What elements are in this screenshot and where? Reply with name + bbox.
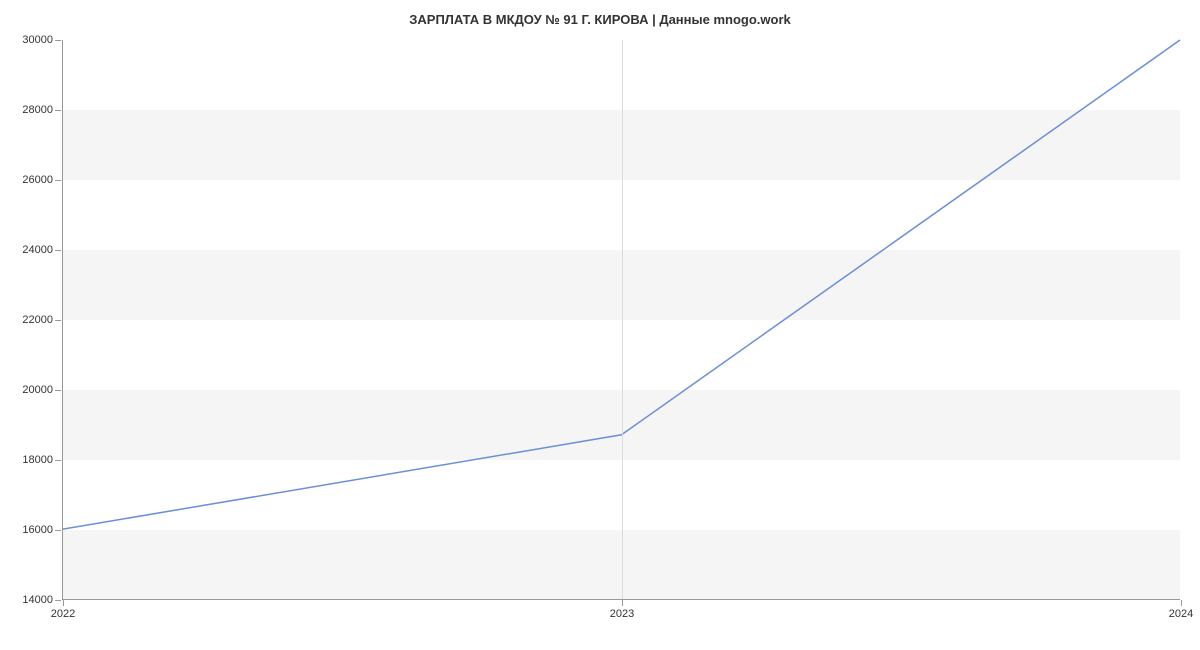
y-axis-label: 26000 <box>22 174 53 186</box>
x-axis-label: 2024 <box>1169 608 1193 620</box>
y-tick <box>55 600 61 601</box>
y-axis-label: 28000 <box>22 104 53 116</box>
y-axis-label: 20000 <box>22 384 53 396</box>
chart-container: 1400016000180002000022000240002600028000… <box>62 40 1180 600</box>
y-tick <box>55 250 61 251</box>
y-tick <box>55 530 61 531</box>
grid-line <box>622 40 623 599</box>
x-tick <box>1181 600 1182 606</box>
y-axis-label: 16000 <box>22 524 53 536</box>
y-axis-label: 14000 <box>22 594 53 606</box>
x-tick <box>63 600 64 606</box>
y-tick <box>55 320 61 321</box>
x-tick <box>622 600 623 606</box>
y-tick <box>55 110 61 111</box>
y-axis-label: 30000 <box>22 34 53 46</box>
y-axis-label: 18000 <box>22 454 53 466</box>
y-axis-label: 24000 <box>22 244 53 256</box>
y-tick <box>55 390 61 391</box>
y-tick <box>55 460 61 461</box>
plot-area: 1400016000180002000022000240002600028000… <box>62 40 1180 600</box>
y-tick <box>55 180 61 181</box>
y-axis-label: 22000 <box>22 314 53 326</box>
y-tick <box>55 40 61 41</box>
x-axis-label: 2022 <box>51 608 75 620</box>
chart-title: ЗАРПЛАТА В МКДОУ № 91 Г. КИРОВА | Данные… <box>0 0 1200 27</box>
x-axis-label: 2023 <box>610 608 634 620</box>
